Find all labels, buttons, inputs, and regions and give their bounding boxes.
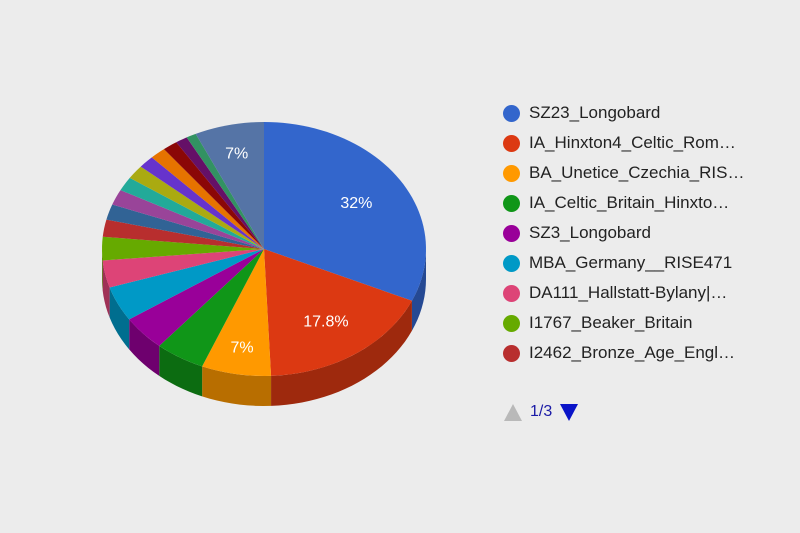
legend-label: I1767_Beaker_Britain (529, 313, 693, 332)
pie-slice-8[interactable] (102, 219, 264, 249)
pie-slice-13[interactable] (140, 157, 264, 249)
pie-slice-side-4 (129, 319, 160, 376)
pie-slice-3[interactable] (159, 249, 264, 367)
legend-label: IA_Celtic_Britain_Hinxto… (529, 193, 730, 212)
pie-slice-7[interactable] (102, 236, 265, 261)
legend-label: I2462_Bronze_Age_Engl… (529, 343, 736, 362)
legend-item[interactable]: SZ23_Longobard (503, 98, 793, 128)
legend-label: SZ23_Longobard (529, 103, 661, 122)
legend-swatch (503, 194, 520, 212)
pie-slice-side-3 (159, 345, 203, 397)
pie-slice-6[interactable] (102, 249, 264, 288)
legend-pager: 1/3 (504, 403, 579, 421)
triangle-up-icon[interactable] (504, 403, 522, 421)
legend-item[interactable]: I2462_Bronze_Age_Engl… (503, 338, 793, 368)
slice-value-label-2: 7% (231, 340, 254, 357)
legend-swatch (503, 314, 520, 332)
legend-item[interactable]: BA_Unetice_Czechia_RIS… (503, 158, 793, 188)
triangle-down-icon[interactable] (560, 403, 579, 421)
legend: SZ23_Longobard IA_Hinxton4_Celtic_Rom… BA_… (503, 98, 793, 368)
pie-slice-side-5 (109, 287, 130, 350)
pie-slice-2[interactable] (202, 249, 272, 376)
legend-item[interactable]: DA111_Hallstatt-Bylany|… (503, 278, 793, 308)
pie-slice-12[interactable] (129, 166, 264, 249)
pie-slice-17[interactable] (186, 133, 264, 249)
legend-label: SZ3_Longobard (529, 223, 651, 242)
legend-swatch (503, 224, 520, 242)
legend-swatch (503, 254, 520, 272)
pie-slice-1[interactable] (264, 249, 412, 376)
pie-slice-side-2 (202, 366, 272, 406)
slice-value-label-18: 7% (225, 145, 248, 162)
legend-swatch (503, 134, 520, 152)
pie-slice-14[interactable] (151, 149, 264, 249)
pie-slice-side-0 (411, 249, 426, 331)
legend-label: MBA_Germany__RISE471 (529, 253, 733, 272)
pie-side-walls (102, 249, 426, 406)
legend-swatch (503, 104, 520, 122)
legend-label: BA_Unetice_Czechia_RIS… (529, 163, 745, 182)
legend-label: IA_Hinxton4_Celtic_Rom… (529, 133, 736, 152)
pie-slice-0[interactable] (264, 122, 426, 301)
legend-item[interactable]: IA_Hinxton4_Celtic_Rom… (503, 128, 793, 158)
pager-text: 1/3 (530, 403, 553, 420)
pie-slice-11[interactable] (120, 177, 264, 249)
legend-swatch (503, 344, 520, 362)
legend-item[interactable]: MBA_Germany__RISE471 (503, 248, 793, 278)
pie-slice-side-1 (271, 300, 412, 406)
slice-value-label-0: 32% (340, 195, 372, 212)
legend-swatch (503, 284, 520, 302)
pie-slice-15[interactable] (163, 142, 264, 249)
pie-slice-10[interactable] (112, 190, 264, 249)
pie-slice-side-7 (102, 249, 103, 291)
pie-slice-side-6 (102, 260, 110, 318)
pie-top-faces (102, 122, 426, 376)
pie-slice-4[interactable] (129, 249, 264, 346)
pie-slice-18[interactable] (195, 122, 264, 249)
legend-item[interactable]: SZ3_Longobard (503, 218, 793, 248)
legend-item[interactable]: IA_Celtic_Britain_Hinxto… (503, 188, 793, 218)
legend-label: DA111_Hallstatt-Bylany|… (529, 283, 728, 302)
pie-slice-9[interactable] (106, 204, 264, 249)
legend-swatch (503, 164, 520, 182)
pie-slice-5[interactable] (109, 249, 265, 320)
pie-slice-16[interactable] (176, 137, 264, 249)
legend-item[interactable]: I1767_Beaker_Britain (503, 308, 793, 338)
slice-value-label-1: 17.8% (303, 313, 348, 330)
